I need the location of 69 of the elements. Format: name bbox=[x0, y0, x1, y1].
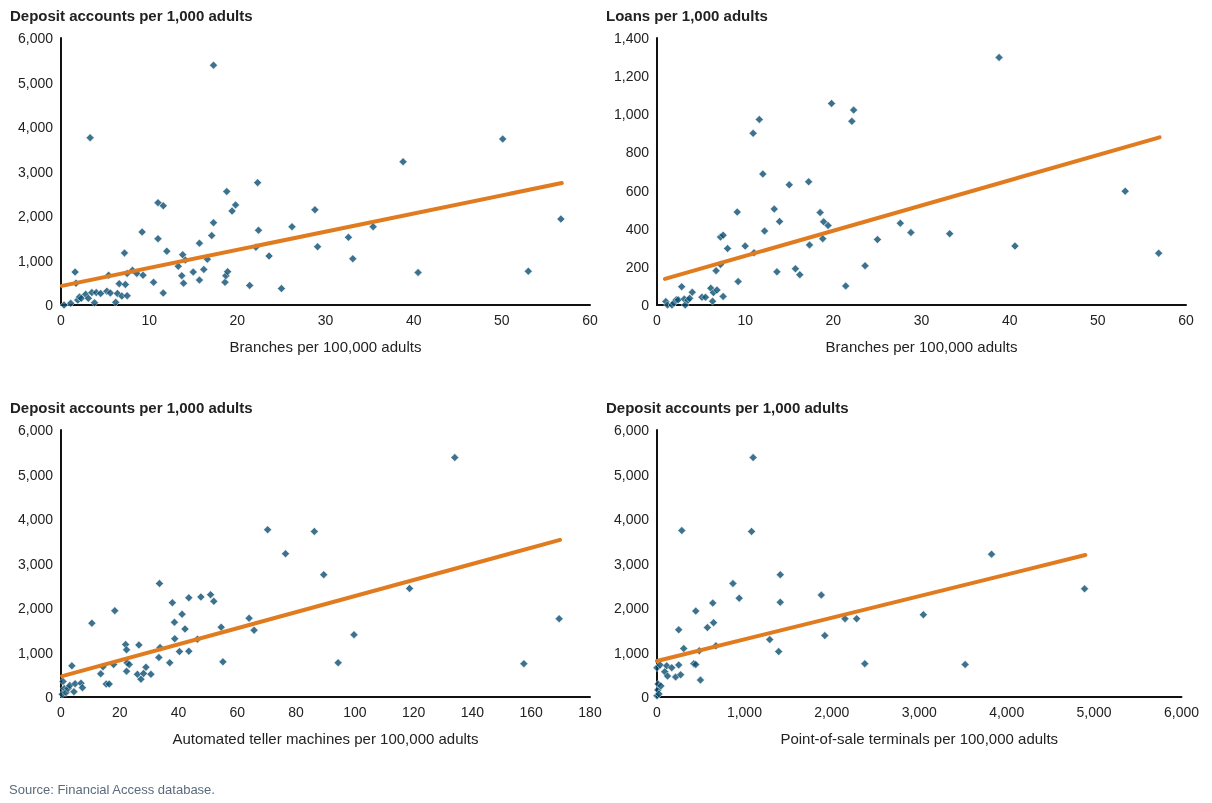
x-tick-label: 140 bbox=[460, 704, 485, 720]
y-tick-label: 1,000 bbox=[613, 106, 650, 123]
x-tick-label: 20 bbox=[229, 312, 246, 328]
y-tick-label: 6,000 bbox=[613, 422, 650, 438]
x-tick-label: 40 bbox=[170, 704, 187, 720]
x-tick-label: 80 bbox=[288, 704, 305, 720]
x-tick-label: 2,000 bbox=[814, 704, 850, 720]
y-tick-label: 2,000 bbox=[17, 208, 54, 224]
x-tick-label: 50 bbox=[1090, 312, 1106, 328]
x-tick-label: 60 bbox=[1178, 312, 1194, 328]
x-tick-label: 160 bbox=[519, 704, 544, 720]
y-tick-label: 3,000 bbox=[17, 163, 54, 180]
x-tick-label: 0 bbox=[57, 704, 66, 720]
y-tick-label: 4,000 bbox=[17, 511, 54, 527]
x-tick-label: 40 bbox=[405, 312, 422, 328]
y-tick-label: 200 bbox=[625, 258, 650, 275]
y-tick-label: 3,000 bbox=[17, 555, 54, 572]
y-tick-label: 5,000 bbox=[613, 466, 650, 483]
y-tick-label: 1,000 bbox=[17, 644, 54, 661]
y-axis-title: Deposit accounts per 1,000 adults bbox=[606, 399, 849, 416]
y-tick-label: 1,400 bbox=[613, 30, 650, 46]
x-tick-label: 100 bbox=[343, 704, 367, 720]
y-tick-label: 3,000 bbox=[613, 555, 650, 572]
y-tick-label: 1,000 bbox=[17, 252, 54, 269]
x-axis-title: Branches per 100,000 adults bbox=[229, 338, 422, 355]
x-tick-label: 10 bbox=[737, 312, 754, 328]
y-tick-label: 6,000 bbox=[17, 422, 54, 438]
x-axis-title: Point-of-sale terminals per 100,000 adults bbox=[780, 730, 1059, 747]
x-tick-label: 4,000 bbox=[989, 704, 1025, 720]
y-tick-label: 2,000 bbox=[17, 600, 54, 616]
y-tick-label: 1,000 bbox=[613, 644, 650, 661]
x-tick-label: 20 bbox=[111, 704, 128, 720]
x-tick-label: 5,000 bbox=[1076, 704, 1112, 720]
x-tick-label: 0 bbox=[653, 704, 662, 720]
x-tick-label: 0 bbox=[57, 312, 66, 328]
source-note: Source: Financial Access database. bbox=[9, 782, 215, 797]
y-tick-label: 5,000 bbox=[17, 74, 54, 91]
y-axis-title: Loans per 1,000 adults bbox=[606, 7, 768, 24]
x-tick-label: 3,000 bbox=[901, 704, 937, 720]
y-tick-label: 2,000 bbox=[613, 600, 650, 616]
x-tick-label: 0 bbox=[653, 312, 662, 328]
y-tick-label: 0 bbox=[45, 297, 54, 313]
y-tick-label: 800 bbox=[625, 144, 650, 161]
y-axis-title: Deposit accounts per 1,000 adults bbox=[10, 7, 253, 24]
y-axis-title: Deposit accounts per 1,000 adults bbox=[10, 399, 253, 416]
x-tick-label: 6,000 bbox=[1163, 704, 1200, 720]
x-tick-label: 60 bbox=[582, 312, 598, 328]
y-tick-label: 4,000 bbox=[17, 119, 54, 135]
y-tick-label: 0 bbox=[45, 689, 54, 705]
x-tick-label: 30 bbox=[913, 312, 930, 328]
x-tick-label: 10 bbox=[141, 312, 158, 328]
y-tick-label: 1,200 bbox=[613, 68, 650, 85]
y-tick-label: 4,000 bbox=[613, 511, 650, 527]
x-tick-label: 60 bbox=[229, 704, 246, 720]
x-tick-label: 180 bbox=[578, 704, 602, 720]
y-tick-label: 5,000 bbox=[17, 466, 54, 483]
y-tick-label: 6,000 bbox=[17, 30, 54, 46]
y-tick-label: 600 bbox=[625, 182, 650, 199]
y-tick-label: 400 bbox=[625, 220, 650, 237]
x-axis-title: Branches per 100,000 adults bbox=[825, 338, 1018, 355]
x-tick-label: 50 bbox=[494, 312, 510, 328]
y-tick-label: 0 bbox=[641, 689, 650, 705]
y-tick-label: 0 bbox=[641, 297, 650, 313]
x-tick-label: 40 bbox=[1001, 312, 1018, 328]
x-tick-label: 1,000 bbox=[726, 704, 763, 720]
x-tick-label: 120 bbox=[401, 704, 426, 720]
x-axis-title: Automated teller machines per 100,000 adults bbox=[172, 730, 479, 747]
x-tick-label: 30 bbox=[317, 312, 334, 328]
x-tick-label: 20 bbox=[825, 312, 842, 328]
